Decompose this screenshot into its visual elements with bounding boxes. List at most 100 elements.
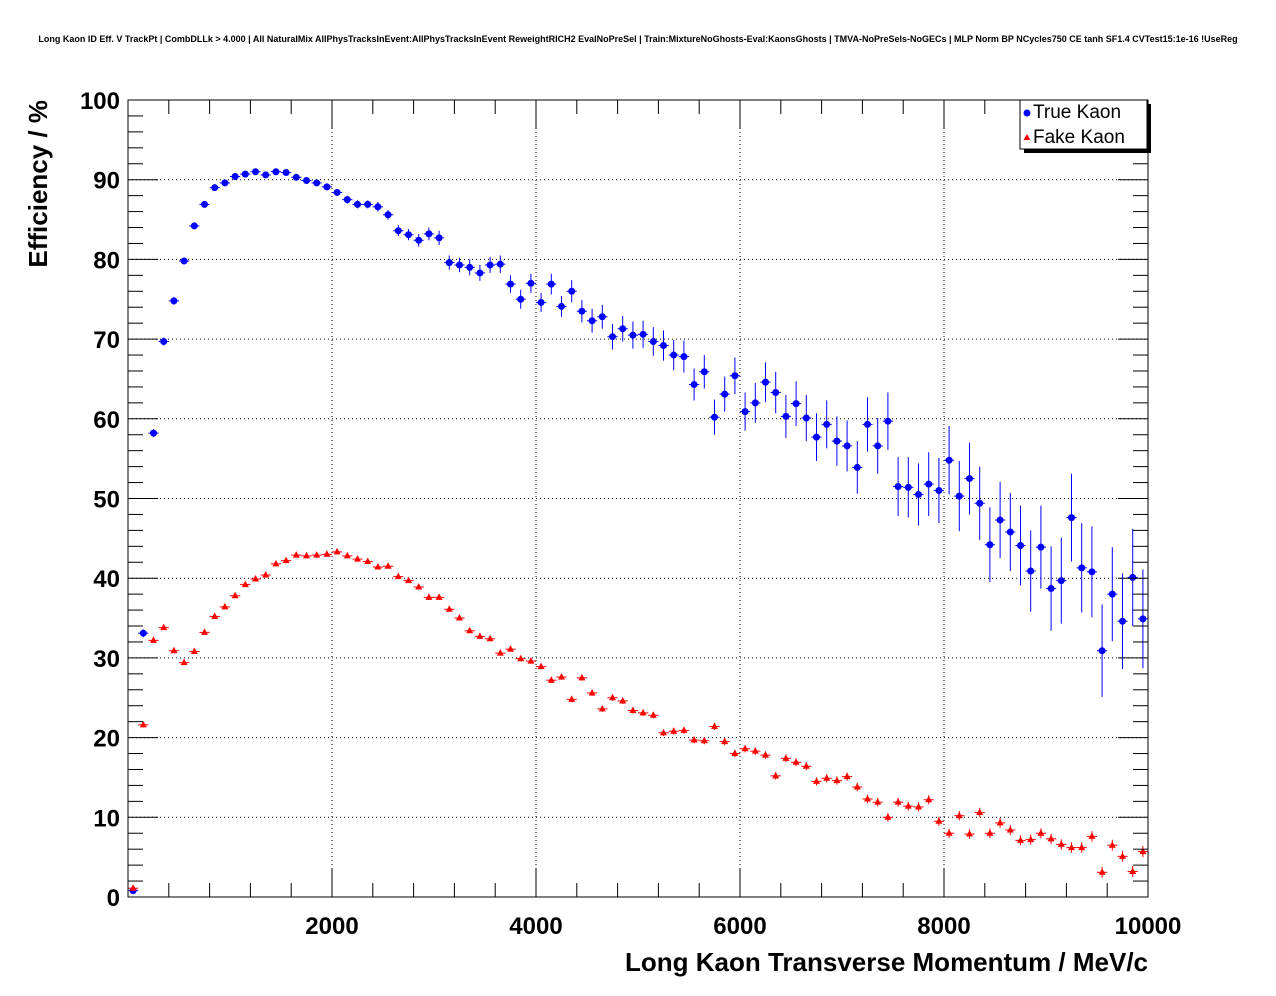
y-tick-label: 100 — [80, 88, 120, 115]
data-point — [638, 708, 649, 717]
marker — [741, 744, 749, 752]
data-point — [1117, 573, 1128, 670]
marker — [323, 550, 331, 557]
marker — [190, 647, 198, 655]
marker — [904, 483, 912, 491]
data-point — [1025, 834, 1036, 845]
data-point — [1107, 547, 1118, 642]
chart-title: Long Kaon ID Eff. V TrackPt | CombDLLk >… — [38, 34, 1237, 44]
y-tick-label: 0 — [107, 885, 120, 912]
data-point — [342, 195, 353, 204]
data-point — [464, 626, 475, 634]
marker — [262, 171, 270, 179]
data-point — [1056, 839, 1067, 850]
marker — [139, 629, 147, 637]
marker — [466, 626, 474, 634]
data-point — [291, 173, 302, 181]
marker — [802, 762, 810, 769]
marker — [1027, 567, 1035, 575]
data-point — [464, 259, 475, 276]
data-point — [689, 368, 700, 401]
marker — [660, 341, 667, 349]
data-point — [1127, 865, 1138, 878]
data-point — [413, 233, 424, 247]
marker — [486, 634, 494, 642]
marker — [231, 173, 239, 181]
legend-label-fake-kaon: Fake Kaon — [1033, 127, 1125, 148]
marker — [1057, 577, 1065, 585]
data-point — [842, 772, 853, 781]
data-point — [821, 400, 832, 449]
data-point — [1046, 833, 1057, 844]
marker — [864, 794, 871, 802]
data-point — [566, 695, 577, 703]
marker — [466, 263, 474, 271]
data-point — [872, 797, 883, 807]
marker — [619, 696, 627, 704]
data-point — [454, 614, 465, 621]
marker — [405, 231, 412, 239]
data-point — [546, 273, 557, 295]
marker — [904, 802, 912, 809]
data-point — [913, 802, 924, 812]
data-point — [811, 777, 822, 786]
marker — [476, 632, 484, 639]
marker — [690, 735, 698, 743]
data-point — [1086, 526, 1097, 618]
series-true-kaon — [128, 168, 1148, 895]
marker — [731, 372, 739, 380]
marker — [517, 295, 525, 303]
data-point — [209, 184, 220, 192]
marker — [313, 551, 321, 558]
data-point — [148, 636, 159, 643]
data-point — [566, 280, 577, 303]
marker — [262, 571, 270, 578]
data-point — [617, 696, 628, 705]
marker — [853, 783, 861, 790]
marker — [762, 378, 769, 386]
data-point — [301, 176, 312, 184]
data-point — [423, 593, 434, 600]
marker — [966, 475, 973, 483]
marker — [1098, 647, 1106, 655]
marker — [211, 612, 219, 619]
marker — [955, 811, 963, 819]
marker — [170, 297, 178, 305]
legend-box — [1019, 99, 1148, 150]
marker — [568, 287, 576, 295]
data-point — [1035, 505, 1046, 589]
data-point — [209, 612, 220, 619]
data-point — [668, 727, 679, 735]
marker — [813, 777, 820, 784]
marker — [751, 399, 759, 407]
data-point — [1076, 842, 1087, 853]
data-point — [893, 457, 904, 517]
marker — [1078, 564, 1086, 572]
data-point — [556, 296, 567, 317]
marker — [945, 829, 953, 836]
data-point — [780, 394, 791, 438]
marker — [813, 433, 820, 441]
data-point — [933, 457, 944, 524]
marker — [629, 706, 637, 714]
marker — [772, 388, 780, 396]
x-tick-label: 8000 — [917, 913, 970, 940]
marker — [221, 602, 229, 610]
marker — [313, 179, 321, 187]
marker — [1139, 847, 1147, 855]
data-point — [321, 550, 332, 557]
marker — [160, 337, 168, 345]
data-point — [729, 357, 740, 395]
data-point — [617, 315, 628, 342]
grid-lines — [128, 100, 1148, 897]
data-point — [831, 416, 842, 466]
data-point — [372, 202, 383, 212]
data-point — [791, 381, 802, 426]
data-point — [1066, 473, 1077, 562]
data-point — [903, 801, 914, 811]
marker — [333, 188, 341, 196]
data-point — [648, 711, 659, 719]
data-point — [842, 420, 853, 472]
y-tick-label: 20 — [93, 726, 120, 753]
data-point — [168, 646, 179, 654]
